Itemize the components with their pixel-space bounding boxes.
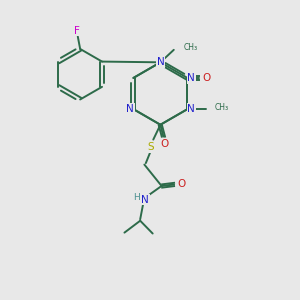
Text: O: O — [177, 179, 186, 190]
Text: F: F — [74, 26, 80, 35]
Text: S: S — [147, 142, 154, 152]
Text: O: O — [161, 140, 169, 149]
Text: N: N — [188, 104, 195, 114]
Text: CH₃: CH₃ — [183, 43, 197, 52]
Text: N: N — [157, 57, 164, 67]
Text: N: N — [188, 73, 195, 83]
Text: N: N — [126, 104, 134, 114]
Text: O: O — [202, 73, 210, 83]
Text: CH₃: CH₃ — [215, 103, 229, 112]
Text: H: H — [133, 193, 140, 202]
Text: N: N — [141, 195, 149, 205]
